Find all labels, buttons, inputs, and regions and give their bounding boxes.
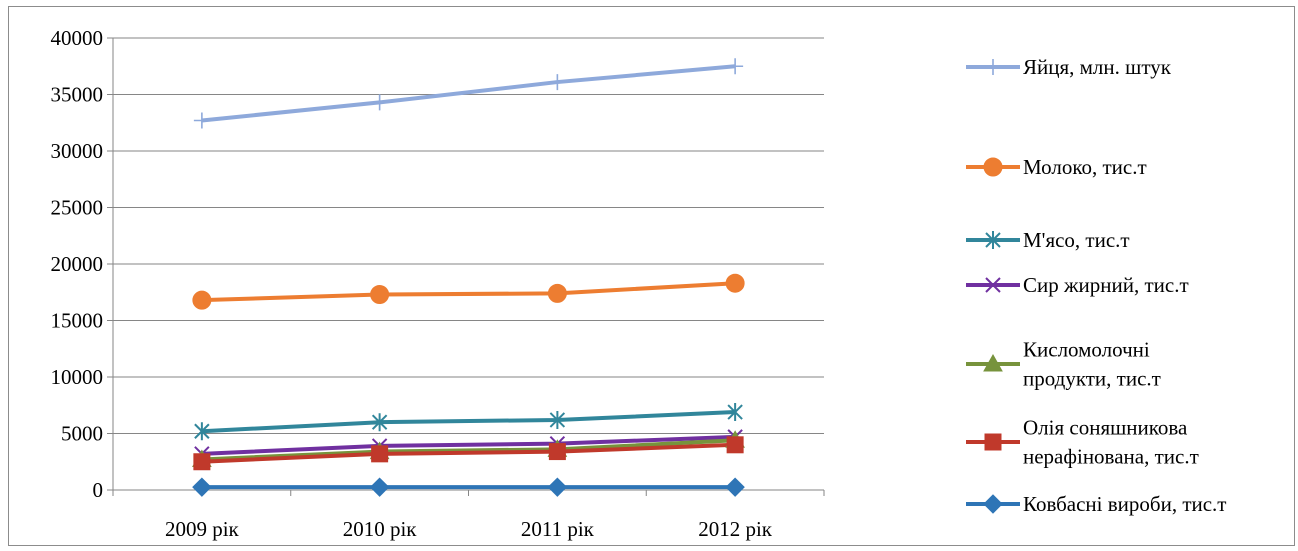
data-point <box>369 477 390 497</box>
y-tick-label: 40000 <box>51 26 104 50</box>
legend-marker <box>985 59 1001 75</box>
y-tick-label: 25000 <box>51 196 104 220</box>
legend-label: Яйця, млн. штук <box>1023 55 1172 79</box>
legend-marker <box>985 277 1001 293</box>
chart-frame <box>8 6 1295 546</box>
data-point <box>371 413 388 432</box>
data-point <box>726 436 744 454</box>
data-point <box>194 422 210 441</box>
legend-label: Сир жирний, тис.т <box>1023 273 1189 297</box>
legend-label: продукти, тис.т <box>1023 367 1161 391</box>
data-point <box>371 94 388 111</box>
legend-marker <box>983 157 1003 177</box>
data-point <box>547 477 568 497</box>
legend-label: Олія соняшникова <box>1023 416 1188 440</box>
y-tick-label: 5000 <box>61 422 103 446</box>
y-tick-label: 10000 <box>51 365 104 389</box>
data-point <box>371 445 389 463</box>
legend-marker <box>983 494 1003 514</box>
data-point <box>193 112 210 129</box>
data-point <box>370 285 390 305</box>
series-line <box>201 410 736 434</box>
legend-marker <box>983 353 1003 372</box>
data-point <box>725 477 745 497</box>
x-tick-label: 2012 рік <box>698 517 773 541</box>
legend-label: М'ясо, тис.т <box>1023 228 1130 252</box>
legend-label: нерафінована, тис.т <box>1023 445 1199 469</box>
y-tick-label: 15000 <box>51 309 104 333</box>
legend-label: Молоко, тис.т <box>1023 155 1147 179</box>
data-point <box>727 403 743 422</box>
data-point <box>192 290 212 310</box>
series-line <box>201 434 736 456</box>
y-tick-label: 35000 <box>51 83 104 107</box>
legend-label: Ковбасні вироби, тис.т <box>1023 492 1227 516</box>
series-line <box>201 64 736 123</box>
series-line <box>201 281 736 303</box>
data-point <box>549 74 566 91</box>
x-tick-label: 2009 рік <box>165 517 240 541</box>
data-point <box>725 273 745 293</box>
series-line <box>201 442 736 464</box>
series-line <box>201 438 736 462</box>
legend-label: Кисломолочні <box>1023 338 1150 362</box>
y-tick-label: 20000 <box>51 252 104 276</box>
x-tick-label: 2011 рік <box>521 517 595 541</box>
x-tick-label: 2010 рік <box>343 517 418 541</box>
data-point <box>192 477 212 497</box>
data-point <box>549 410 566 429</box>
data-point <box>727 58 744 75</box>
y-tick-label: 0 <box>93 478 104 502</box>
data-point <box>548 443 566 461</box>
legend-marker <box>984 433 1002 451</box>
data-point <box>193 453 211 471</box>
legend-marker <box>985 231 1001 249</box>
y-tick-label: 30000 <box>51 139 104 163</box>
data-point <box>547 283 567 303</box>
